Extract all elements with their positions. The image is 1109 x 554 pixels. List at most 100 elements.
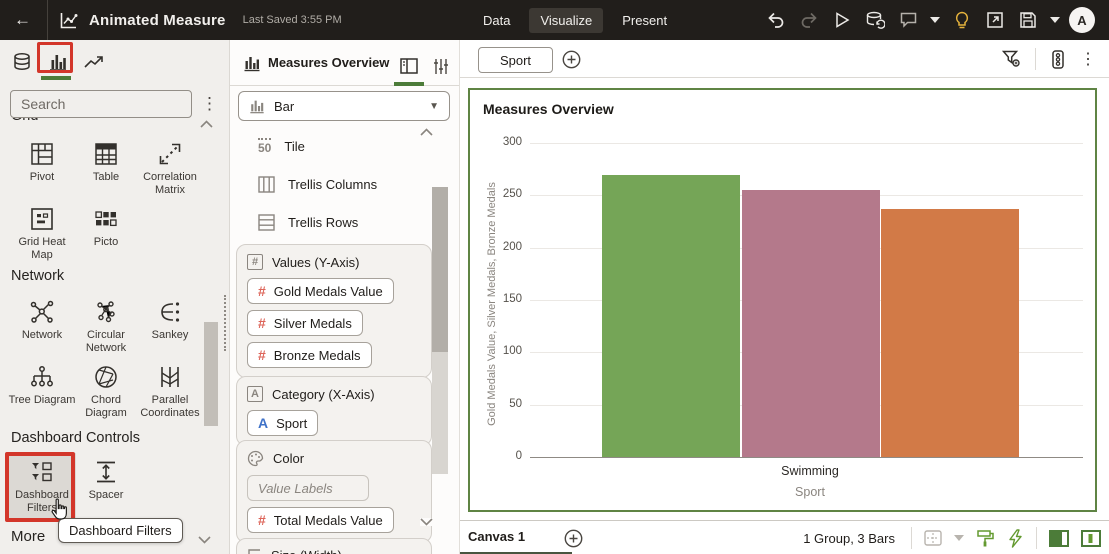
run-icon[interactable] (829, 7, 855, 33)
refresh-data-icon[interactable] (862, 7, 888, 33)
field-pill-gold-medals-value[interactable]: # Gold Medals Value (247, 278, 394, 304)
viz-settings-icon[interactable] (1050, 49, 1066, 69)
chevron-up-icon[interactable] (420, 128, 433, 136)
y-tick-label: 150 (502, 293, 522, 305)
avatar[interactable]: A (1069, 7, 1095, 33)
bar-silver-medals[interactable] (741, 190, 880, 457)
section-size-width: Size (Width) (236, 538, 432, 554)
tab-present[interactable]: Present (622, 12, 668, 28)
viz-title: Measures Overview (268, 55, 390, 70)
canvas-layout-icon (924, 530, 942, 546)
viz-item-dashboard-filters[interactable]: Dashboard Filters (8, 453, 76, 521)
attribute-box-icon: A (247, 386, 263, 402)
viz-item-tree-diagram[interactable]: Tree Diagram (8, 358, 76, 407)
parallel-coordinates-icon (136, 358, 204, 390)
save-icon[interactable] (1015, 7, 1041, 33)
viz-item-circular-network[interactable]: Circular Network (72, 293, 140, 355)
paint-roller-icon[interactable] (976, 529, 995, 548)
x-category-label: Swimming (781, 464, 839, 478)
grammar-scrollbar[interactable] (432, 187, 448, 352)
kebab-menu-icon[interactable]: ⋮ (1080, 51, 1097, 68)
grammar-tab-icon[interactable] (396, 53, 422, 79)
active-tab-underline (394, 82, 424, 86)
save-caret-icon[interactable] (1048, 7, 1062, 33)
color-drop-placeholder[interactable]: Value Labels (247, 475, 369, 501)
last-saved-label: Last Saved 3:55 PM (242, 14, 342, 26)
filter-chip-sport[interactable]: Sport (478, 47, 553, 73)
add-canvas-button[interactable] (564, 529, 583, 548)
grammar-panel: Measures Overview Bar ▼ 50 Tile Trellis … (230, 40, 460, 554)
sankey-icon (136, 293, 204, 325)
viz-item-network[interactable]: Network (8, 293, 76, 342)
canvas-area: Sport ⋮ Measures Overview 0 50 100 150 200 25… (460, 40, 1109, 554)
lightning-icon[interactable] (1007, 528, 1024, 548)
left-panel-scrollbar[interactable] (204, 322, 218, 426)
viz-item-picto[interactable]: Picto (72, 200, 140, 249)
add-filter-button[interactable] (562, 50, 581, 69)
comments-icon[interactable] (895, 7, 921, 33)
viz-item-sankey[interactable]: Sankey (136, 293, 204, 342)
drop-target-trellis-columns[interactable]: Trellis Columns (258, 176, 377, 193)
viz-type-select[interactable]: Bar ▼ (238, 91, 450, 121)
section-color: Color Value Labels # Total Medals Value (236, 440, 432, 543)
drop-target-tile[interactable]: 50 Tile (258, 138, 305, 155)
drop-target-trellis-rows[interactable]: Trellis Rows (258, 214, 358, 231)
measure-icon: # (258, 347, 266, 363)
canvas-tab[interactable]: Canvas 1 (468, 529, 526, 544)
panel-toggle-left-icon[interactable] (1049, 529, 1069, 547)
measure-icon: # (258, 315, 266, 331)
pivot-icon (8, 135, 76, 167)
redo-icon[interactable] (796, 7, 822, 33)
chevron-down-icon[interactable] (198, 536, 211, 544)
tab-data[interactable]: Data (483, 12, 511, 28)
grammar-scroll-track[interactable] (432, 312, 448, 474)
open-in-new-icon[interactable] (982, 7, 1008, 33)
bar-chart-visualization[interactable]: Measures Overview 0 50 100 150 200 250 300 Gol… (468, 88, 1097, 512)
viz-item-chord-diagram[interactable]: Chord Diagram (72, 358, 140, 420)
tile-icon: 50 (258, 138, 272, 155)
panel-kebab-menu-icon[interactable]: ⋮ (201, 94, 219, 113)
picto-icon (72, 200, 140, 232)
tab-visualize[interactable]: Visualize (529, 7, 604, 33)
bar-gold-medals-value[interactable] (602, 175, 740, 457)
chevron-up-icon[interactable] (200, 120, 213, 128)
undo-icon[interactable] (763, 7, 789, 33)
visualizations-tab-icon[interactable] (44, 48, 72, 76)
section-heading-more: More (11, 528, 46, 545)
viz-item-correlation-matrix[interactable]: Correlation Matrix (136, 135, 204, 197)
viz-item-table[interactable]: Table (72, 135, 140, 184)
back-icon[interactable]: ← (14, 10, 31, 29)
viz-item-pivot[interactable]: Pivot (8, 135, 76, 184)
field-pill-sport[interactable]: A Sport (247, 410, 319, 436)
x-axis-title: Sport (795, 485, 825, 499)
field-pill-silver-medals[interactable]: # Silver Medals (247, 310, 363, 336)
spacer-icon (72, 453, 140, 485)
y-axis-title: Gold Medals Value, Silver Medals, Bronze… (486, 182, 498, 426)
section-heading-network: Network (11, 268, 65, 284)
filter-icon[interactable] (1002, 50, 1021, 68)
section-heading-dashboard-controls: Dashboard Controls (11, 430, 140, 446)
field-pill-total-medals-value[interactable]: # Total Medals Value (247, 507, 394, 533)
search-input[interactable] (10, 90, 192, 118)
network-icon (8, 293, 76, 325)
data-tab-icon[interactable] (8, 48, 36, 76)
panel-toggle-right-icon[interactable] (1081, 529, 1101, 547)
chevron-down-icon[interactable] (420, 518, 433, 526)
viz-item-grid-heat-map[interactable]: Grid Heat Map (8, 200, 76, 262)
select-caret-icon: ▼ (429, 100, 439, 112)
bar-chart-icon (249, 98, 265, 114)
bar-bronze-medals[interactable] (881, 208, 1019, 457)
gridline (530, 457, 1083, 458)
viz-item-parallel-coordinates[interactable]: Parallel Coordinates (136, 358, 204, 420)
y-tick-label: 100 (502, 345, 522, 358)
properties-tab-icon[interactable] (428, 53, 454, 79)
field-pill-bronze-medals[interactable]: # Bronze Medals (247, 342, 372, 368)
analytics-tab-icon[interactable] (80, 48, 108, 76)
section-label: Size (Width) (271, 548, 342, 554)
size-icon (247, 548, 262, 554)
viz-item-spacer[interactable]: Spacer (72, 453, 140, 502)
workbook-title: Animated Measure (89, 11, 226, 29)
panel-resize-handle[interactable] (224, 295, 226, 351)
comments-caret-icon[interactable] (928, 7, 942, 33)
insights-lightbulb-icon[interactable] (949, 7, 975, 33)
